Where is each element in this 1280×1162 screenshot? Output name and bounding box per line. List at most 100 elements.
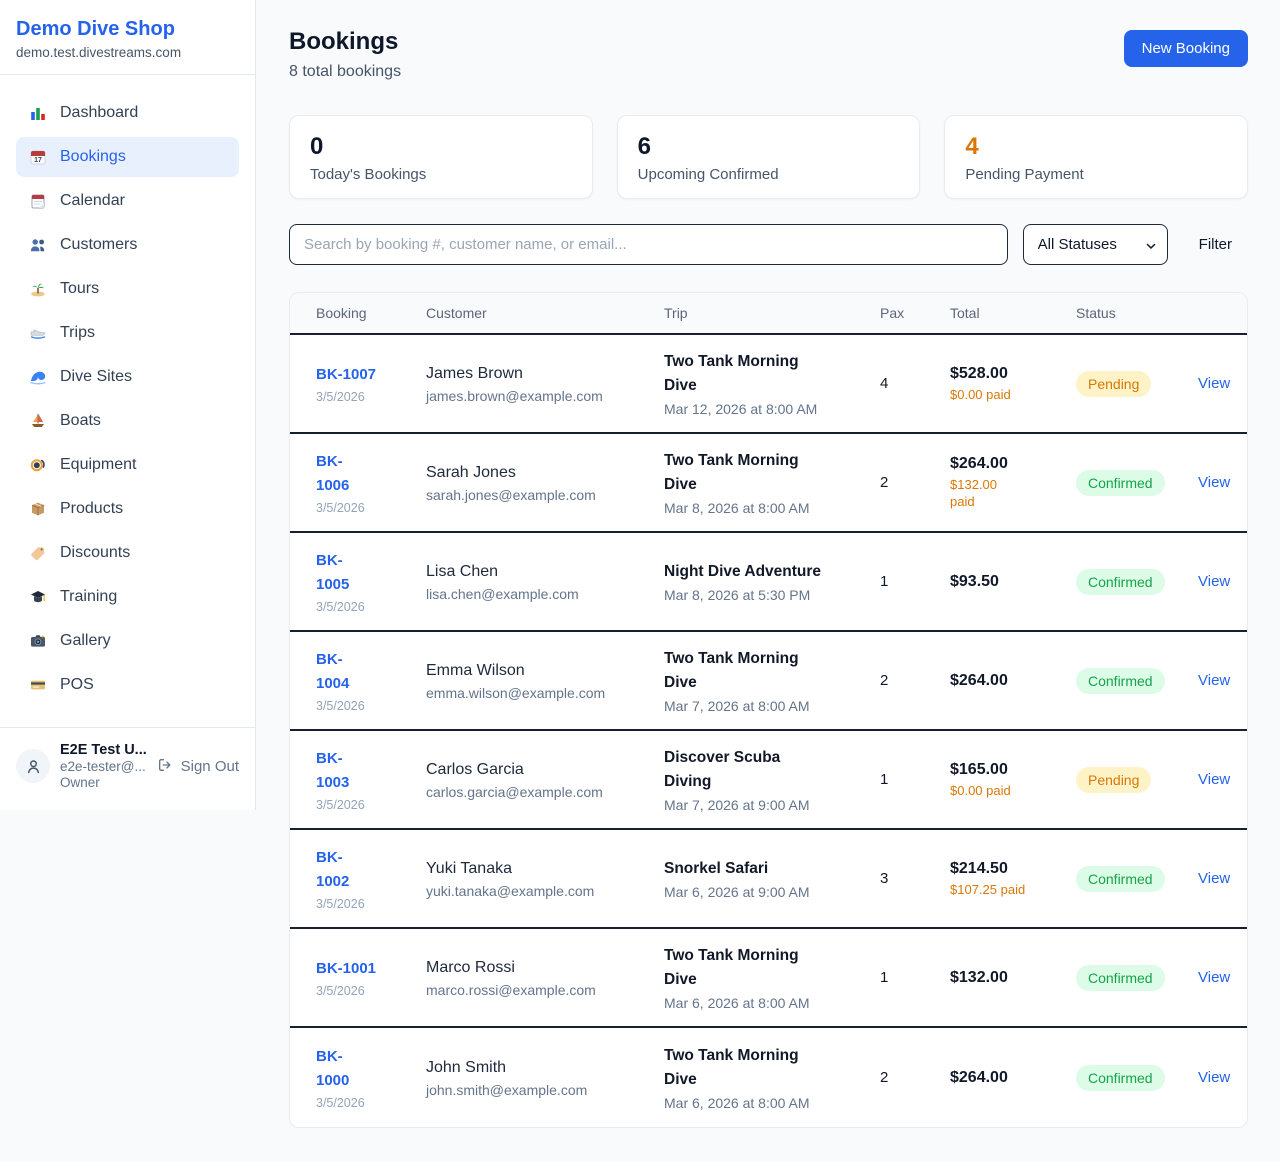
customer-email: james.brown@example.com [426,388,603,404]
search-input[interactable] [289,224,1008,265]
stat-label: Today's Bookings [310,166,427,183]
sidebar-item-trips[interactable]: Trips [16,313,239,353]
sidebar-item-label: Training [60,588,118,605]
sidebar-item-label: Boats [60,412,101,429]
sidebar-item-dashboard[interactable]: Dashboard [16,93,239,133]
stat-value: 0 [310,133,324,160]
customer-name: Emma Wilson [426,662,525,679]
booking-date: 3/5/2026 [316,984,365,998]
sidebar-item-discounts[interactable]: Discounts [16,533,239,573]
column-header-trip: Trip [664,305,688,321]
booking-date: 3/5/2026 [316,897,365,911]
discounts-icon [29,544,47,562]
status-badge: Confirmed [1076,667,1165,694]
stat-card-pending-payment: 4 Pending Payment [944,115,1248,199]
stat-label: Pending Payment [965,166,1084,183]
bookings-icon: 17 [29,148,47,166]
sidebar-item-customers[interactable]: Customers [16,225,239,265]
trip-datetime: Mar 7, 2026 at 9:00 AM [664,797,810,813]
customer-name: Sarah Jones [426,464,516,481]
booking-id-link[interactable]: BK- 1006 [316,453,350,494]
status-filter-select[interactable]: All Statuses [1022,224,1168,265]
total-amount: $93.50 [950,572,999,590]
avatar [16,749,50,783]
total-amount: $264.00 [950,1068,1008,1086]
sidebar-item-label: Trips [60,324,95,341]
view-link[interactable]: View [1198,968,1231,986]
brand-header: Demo Dive Shop demo.test.divestreams.com [0,0,255,75]
status-badge: Confirmed [1076,964,1165,991]
total-amount: $264.00 [950,455,1008,472]
new-booking-button[interactable]: New Booking [1123,30,1248,67]
sidebar-item-products[interactable]: Products [16,489,239,529]
booking-row: BK- 1000 3/5/2026 John Smith john.smith@… [290,1028,1247,1127]
sidebar-item-gallery[interactable]: Gallery [16,621,239,661]
customer-name: John Smith [426,1059,507,1076]
trip-datetime: Mar 6, 2026 at 9:00 AM [664,884,810,900]
customer-email: yuki.tanaka@example.com [426,883,595,899]
dashboard-icon [29,104,47,122]
total-amount: $264.00 [950,671,1008,689]
column-header-booking: Booking [316,305,367,321]
booking-date: 3/5/2026 [316,501,365,515]
sidebar-item-dive-sites[interactable]: Dive Sites [16,357,239,397]
booking-id-link[interactable]: BK-1007 [316,366,377,383]
sidebar-item-label: Customers [60,236,138,253]
status-badge: Confirmed [1076,568,1165,595]
equipment-icon [29,456,47,474]
trip-datetime: Mar 6, 2026 at 8:00 AM [664,995,810,1011]
booking-row: BK- 1003 3/5/2026 Carlos Garcia carlos.g… [290,731,1247,830]
filter-controls: All Statuses Filter [289,224,1248,265]
status-badge: Confirmed [1076,469,1165,496]
sidebar-item-training[interactable]: Training [16,577,239,617]
sidebar-item-label: POS [60,676,94,693]
trip-name: Two Tank Morning Dive [664,1047,799,1088]
stat-value: 6 [637,133,652,160]
booking-row: BK- 1002 3/5/2026 Yuki Tanaka yuki.tanak… [290,830,1247,929]
view-link[interactable]: View [1198,770,1231,788]
total-amount: $214.50 [950,859,1008,877]
pax-count: 1 [880,573,889,590]
sidebar: Demo Dive Shop demo.test.divestreams.com… [0,0,256,810]
pax-count: 4 [880,375,889,392]
view-link[interactable]: View [1198,572,1231,590]
booking-row: BK- 1006 3/5/2026 Sarah Jones sarah.jone… [290,434,1247,533]
booking-id-link[interactable]: BK-1001 [316,960,377,977]
view-link[interactable]: View [1198,473,1231,491]
stat-value: 4 [965,133,979,160]
trip-name: Two Tank Morning Dive [664,650,799,691]
view-link[interactable]: View [1198,671,1231,689]
paid-amount: $132.00 paid [950,477,997,509]
sidebar-item-pos[interactable]: POS [16,665,239,705]
column-header-status: Status [1076,305,1116,321]
booking-id-link[interactable]: BK- 1000 [316,1048,350,1089]
table-header-row: Booking Customer Trip Pax Total Status [290,293,1247,335]
sidebar-item-calendar[interactable]: Calendar [16,181,239,221]
sidebar-item-bookings[interactable]: 17 Bookings [16,137,239,177]
paid-amount: $107.25 paid [950,881,1026,897]
customer-email: emma.wilson@example.com [426,685,606,701]
filter-button[interactable]: Filter [1198,236,1232,253]
customer-email: lisa.chen@example.com [426,586,579,602]
sidebar-item-tours[interactable]: Tours [16,269,239,309]
booking-row: BK- 1004 3/5/2026 Emma Wilson emma.wilso… [290,632,1247,731]
gallery-icon [29,632,47,650]
booking-id-link[interactable]: BK- 1002 [316,849,350,890]
sidebar-item-equipment[interactable]: Equipment [16,445,239,485]
shop-name: Demo Dive Shop [16,18,175,40]
booking-id-link[interactable]: BK- 1005 [316,552,350,593]
booking-id-link[interactable]: BK- 1004 [316,651,350,692]
trip-name: Two Tank Morning Dive [664,947,799,988]
customer-name: Yuki Tanaka [426,860,512,877]
view-link[interactable]: View [1198,374,1231,392]
booking-date: 3/5/2026 [316,390,365,404]
view-link[interactable]: View [1198,1068,1231,1086]
sidebar-item-boats[interactable]: Boats [16,401,239,441]
sign-out-button[interactable]: Sign Out [157,757,239,775]
booking-row: BK- 1005 3/5/2026 Lisa Chen lisa.chen@ex… [290,533,1247,632]
sidebar-item-label: Tours [60,280,100,297]
trip-name: Discover Scuba Diving [664,749,781,790]
sign-out-icon [157,757,175,775]
booking-id-link[interactable]: BK- 1003 [316,750,350,791]
view-link[interactable]: View [1198,869,1231,887]
